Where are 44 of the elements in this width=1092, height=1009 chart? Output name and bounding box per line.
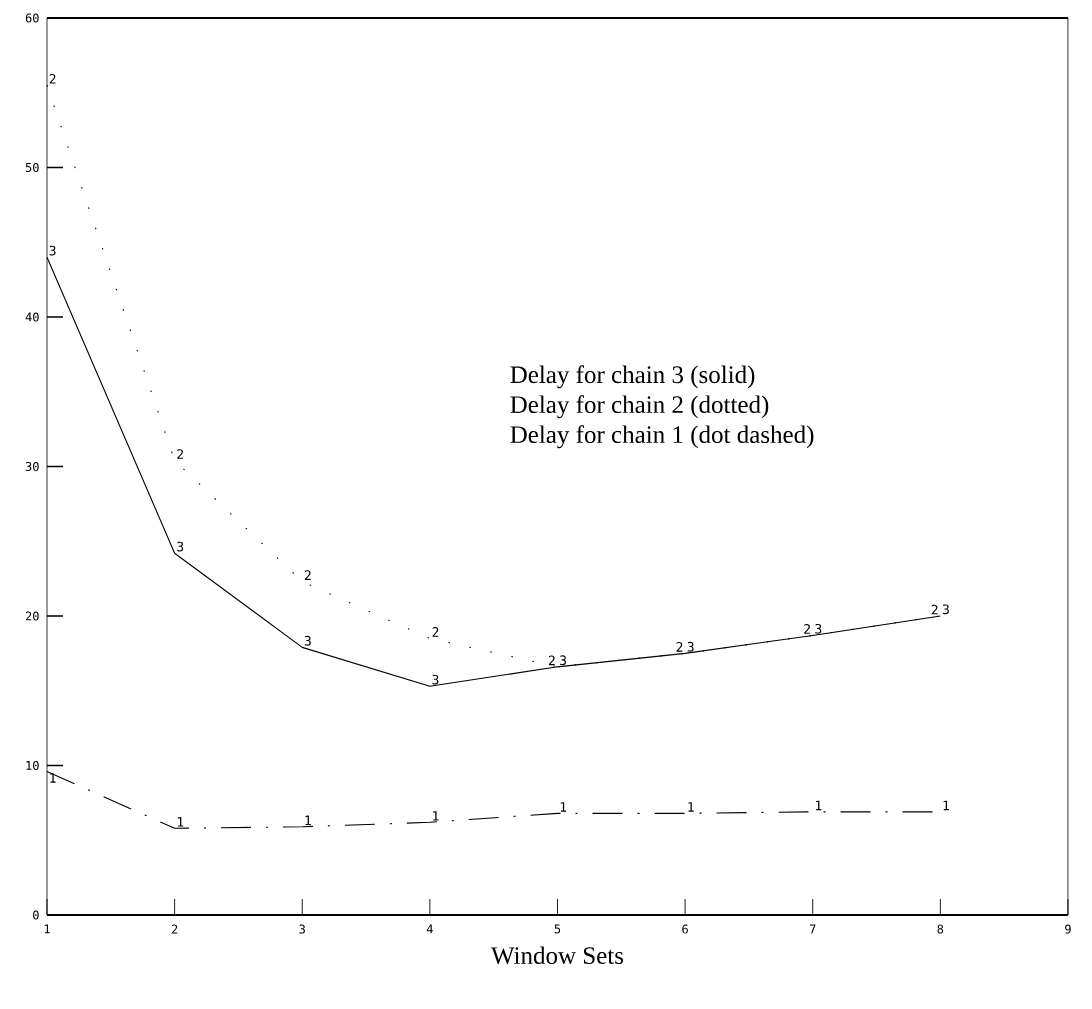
annotation: 1 xyxy=(943,800,949,811)
annotation: 3 xyxy=(942,604,949,615)
annotation: Delay for chain 2 (dotted) xyxy=(510,395,769,419)
x-tick-label: 4 xyxy=(426,924,433,934)
x-tick-label: 8 xyxy=(937,924,944,934)
y-tick-label: 50 xyxy=(25,162,39,173)
y-tick-label: 30 xyxy=(25,461,39,472)
y-tick-label: 40 xyxy=(25,312,39,322)
annotation: 1 xyxy=(177,817,184,827)
annotation: 3 xyxy=(177,541,184,552)
x-tick-label: 2 xyxy=(171,924,178,934)
annotation: 2 xyxy=(49,73,56,84)
x-tick-label: 6 xyxy=(682,924,688,934)
x-tick-label: 7 xyxy=(809,924,816,934)
annotation: 3 xyxy=(432,674,439,685)
annotation: 1 xyxy=(50,773,56,783)
annotation: 1 xyxy=(688,802,694,812)
x-tick-label: 1 xyxy=(44,924,50,934)
annotation: 2 xyxy=(304,570,311,580)
x-axis-title: Window Sets xyxy=(491,946,624,965)
annotation: Delay for chain 1 (dot dashed) xyxy=(510,425,814,449)
y-tick-label: 60 xyxy=(25,13,39,23)
x-tick-label: 5 xyxy=(554,924,561,934)
annotation: 3 xyxy=(815,623,822,634)
x-tick-label: 9 xyxy=(1065,924,1071,934)
y-tick-label: 0 xyxy=(33,910,39,920)
annotation: 1 xyxy=(433,811,439,821)
annotation: 2 xyxy=(676,642,683,652)
annotation: 2 xyxy=(177,449,184,459)
annotation: 3 xyxy=(304,635,311,646)
annotation: 2 xyxy=(931,604,938,615)
annotation: 2 xyxy=(804,624,810,634)
annotation: Delay for chain 3 (solid) xyxy=(510,365,755,389)
annotation: 1 xyxy=(560,802,567,812)
annotation: 1 xyxy=(815,800,822,811)
annotation: 3 xyxy=(560,655,567,666)
x-tick-label: 3 xyxy=(299,924,305,934)
y-tick-label: 10 xyxy=(26,760,39,771)
y-tick-label: 20 xyxy=(25,611,39,621)
annotation: 2 xyxy=(432,627,439,637)
annotation: 3 xyxy=(49,245,56,256)
annotation: 1 xyxy=(305,815,311,826)
annotation: 2 xyxy=(548,655,555,666)
annotation: 3 xyxy=(687,641,694,652)
